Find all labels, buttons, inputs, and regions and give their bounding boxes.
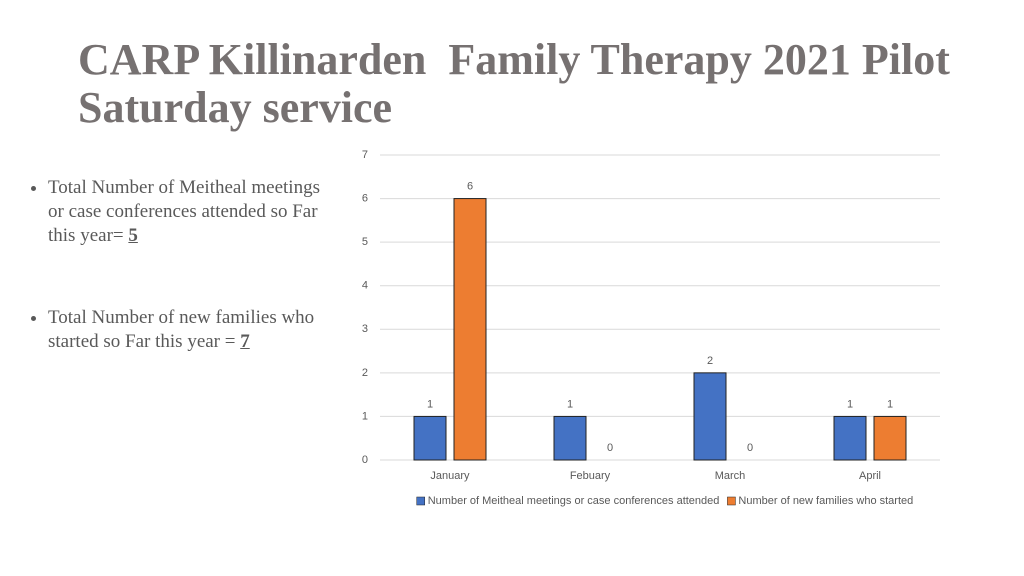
- x-tick-label: January: [430, 470, 470, 482]
- y-tick-label: 5: [362, 236, 368, 248]
- x-tick-label: Febuary: [570, 470, 611, 482]
- bar: [873, 415, 907, 461]
- data-label: 1: [847, 398, 853, 410]
- data-label: 6: [467, 180, 473, 192]
- legend-swatch: [727, 496, 736, 506]
- y-tick-label: 6: [362, 192, 368, 204]
- bar: [693, 372, 727, 461]
- bullet: Total Number of Meitheal meetings or cas…: [48, 176, 338, 248]
- data-label: 1: [567, 398, 573, 410]
- y-tick-label: 4: [362, 280, 368, 292]
- y-tick-label: 1: [362, 410, 368, 422]
- y-tick-label: 7: [362, 149, 368, 161]
- bullet-value: 5: [128, 225, 138, 246]
- bullet-value: 7: [240, 331, 250, 352]
- bullet-text: Total Number of new families who started…: [48, 307, 315, 352]
- y-tick-label: 0: [362, 454, 368, 466]
- data-label: 1: [887, 398, 893, 410]
- bar: [833, 415, 867, 461]
- legend-swatch: [416, 496, 425, 506]
- y-tick-label: 3: [362, 323, 368, 335]
- bar: [453, 198, 487, 461]
- bar: [413, 415, 447, 461]
- data-label: 1: [427, 398, 433, 410]
- bullet: Total Number of new families who started…: [48, 306, 338, 354]
- y-tick-label: 2: [362, 367, 368, 379]
- legend-label: Number of Meitheal meetings or case conf…: [428, 495, 720, 507]
- bar: [553, 415, 587, 461]
- bullet-text: Total Number of Meitheal meetings or cas…: [48, 177, 320, 246]
- data-label: 0: [607, 442, 613, 454]
- x-tick-label: April: [859, 470, 881, 482]
- legend-label: Number of new families who started: [738, 495, 913, 507]
- slide-title: CARP Killinarden Family Therapy 2021 Pil…: [78, 35, 961, 132]
- bullet-list: Total Number of Meitheal meetings or cas…: [26, 176, 338, 412]
- data-label: 0: [747, 442, 753, 454]
- x-tick-label: March: [715, 470, 746, 482]
- data-label: 2: [707, 355, 713, 367]
